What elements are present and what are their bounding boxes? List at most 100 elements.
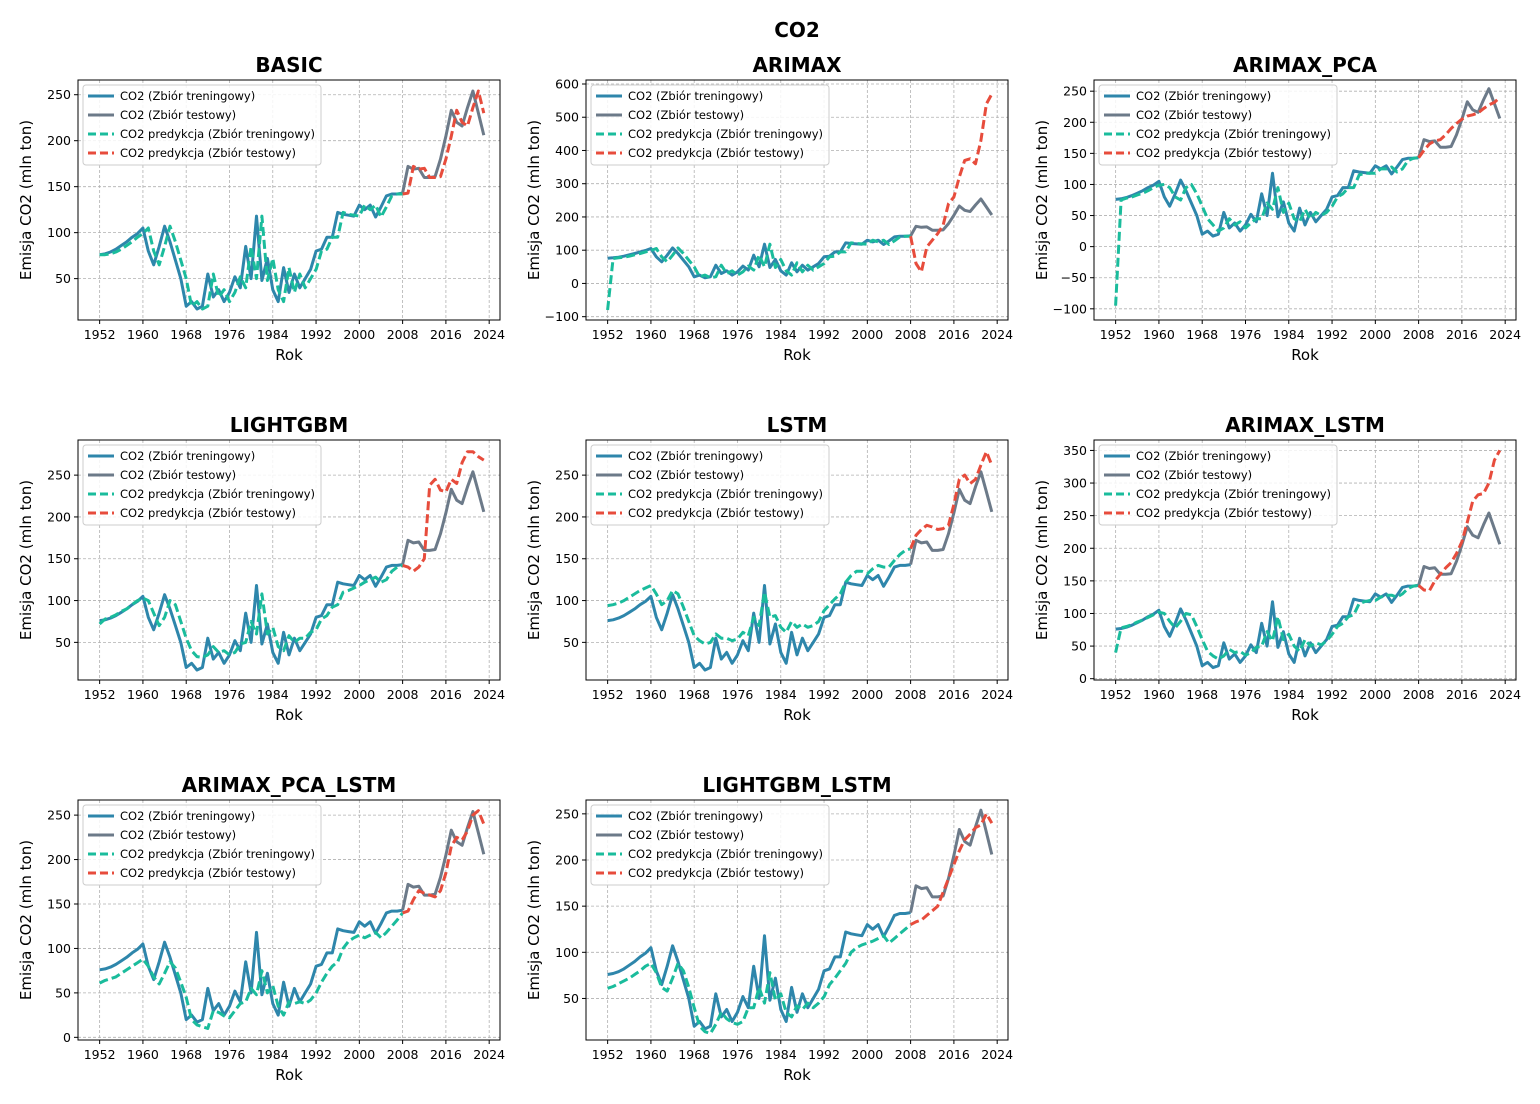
chart-panel-5: LSTM 1952 1960 1968 1976 1984 1992 2000 2008 2016… bbox=[525, 413, 1013, 724]
x-tick-label: 1952 bbox=[84, 327, 116, 342]
series-line-3 bbox=[607, 923, 912, 1035]
x-axis-label: Rok bbox=[783, 1066, 811, 1084]
legend-label: CO2 predykcja (Zbiór testowy) bbox=[628, 146, 804, 160]
x-tick-label: 1976 bbox=[722, 327, 754, 342]
series-line-4 bbox=[909, 450, 994, 550]
y-tick-label: 400 bbox=[555, 143, 579, 158]
x-tick-label: 1992 bbox=[1316, 687, 1348, 702]
legend: CO2 (Zbiór treningowy) CO2 (Zbiór testowy… bbox=[590, 804, 830, 886]
x-tick-label: 1960 bbox=[635, 1047, 667, 1062]
y-tick-label: 50 bbox=[55, 985, 71, 1000]
x-tick-label: 1984 bbox=[765, 327, 797, 342]
x-tick-label: 2008 bbox=[387, 1047, 419, 1062]
legend-label: CO2 (Zbiór testowy) bbox=[628, 828, 744, 842]
legend-box bbox=[82, 804, 322, 886]
x-tick-label: 1976 bbox=[214, 1047, 246, 1062]
x-tick-label: 2016 bbox=[430, 1047, 462, 1062]
x-tick-label: 1968 bbox=[678, 687, 710, 702]
plot-frame bbox=[585, 799, 1009, 1041]
x-tick-label: 1968 bbox=[1186, 687, 1218, 702]
x-tick-label: 2024 bbox=[1489, 687, 1521, 702]
chart-title: ARIMAX_LSTM bbox=[1225, 413, 1385, 437]
series-group bbox=[1114, 449, 1502, 670]
y-axis-label: Emisja CO2 (mln ton) bbox=[1033, 480, 1051, 640]
x-tick-label: 2008 bbox=[1403, 327, 1435, 342]
y-axis-label: Emisja CO2 (mln ton) bbox=[17, 840, 35, 1000]
x-tick-label: 1976 bbox=[722, 1047, 754, 1062]
legend: CO2 (Zbiór treningowy) CO2 (Zbiór testowy… bbox=[1098, 444, 1338, 526]
x-tick-label: 2016 bbox=[938, 687, 970, 702]
y-tick-label: 300 bbox=[1063, 476, 1087, 491]
series-group bbox=[98, 450, 486, 672]
chart-title: ARIMAX_PCA bbox=[1233, 53, 1377, 77]
series-line-2 bbox=[909, 470, 994, 565]
series-line-2 bbox=[909, 808, 994, 913]
legend: CO2 (Zbiór treningowy) CO2 (Zbiór testowy… bbox=[82, 84, 322, 166]
x-tick-label: 1952 bbox=[1100, 687, 1132, 702]
x-tick-label: 2000 bbox=[1359, 327, 1391, 342]
y-tick-label: 250 bbox=[47, 808, 71, 823]
x-tick-label: 2024 bbox=[981, 327, 1013, 342]
legend-box bbox=[1098, 444, 1338, 526]
y-tick-label: 150 bbox=[47, 897, 71, 912]
x-tick-label: 1984 bbox=[257, 687, 289, 702]
chart-title: ARIMAX bbox=[752, 53, 842, 77]
legend-label: CO2 (Zbiór treningowy) bbox=[628, 89, 763, 103]
series-group bbox=[98, 809, 486, 1030]
x-tick-label: 1968 bbox=[170, 1047, 202, 1062]
series-line-4 bbox=[402, 809, 486, 915]
legend-label: CO2 predykcja (Zbiór testowy) bbox=[628, 866, 804, 880]
legend: CO2 (Zbiór treningowy) CO2 (Zbiór testowy… bbox=[82, 444, 322, 526]
y-tick-label: 50 bbox=[563, 635, 579, 650]
x-tick-label: 2024 bbox=[473, 1047, 505, 1062]
legend-box bbox=[590, 444, 830, 526]
y-tick-label: 150 bbox=[47, 179, 71, 194]
series-group bbox=[1114, 87, 1502, 306]
y-tick-label: 300 bbox=[555, 176, 579, 191]
x-axis-label: Rok bbox=[783, 706, 811, 724]
x-tick-label: 1960 bbox=[127, 1047, 159, 1062]
legend-label: CO2 (Zbiór treningowy) bbox=[628, 809, 763, 823]
x-tick-label: 2000 bbox=[851, 327, 883, 342]
x-tick-label: 1960 bbox=[1143, 687, 1175, 702]
y-axis-label: Emisja CO2 (mln ton) bbox=[525, 480, 543, 640]
y-tick-label: 250 bbox=[555, 806, 579, 821]
legend-label: CO2 predykcja (Zbiór treningowy) bbox=[628, 127, 823, 141]
y-tick-label: 0 bbox=[571, 276, 579, 291]
legend-label: CO2 (Zbiór treningowy) bbox=[120, 89, 255, 103]
x-tick-label: 2000 bbox=[343, 687, 375, 702]
y-tick-label: 250 bbox=[47, 468, 71, 483]
x-tick-label: 1992 bbox=[300, 1047, 332, 1062]
y-tick-label: 100 bbox=[47, 225, 71, 240]
y-tick-label: 0 bbox=[63, 1030, 71, 1045]
x-tick-label: 2016 bbox=[1446, 327, 1478, 342]
series-line-4 bbox=[1417, 449, 1502, 593]
y-tick-label: 100 bbox=[47, 593, 71, 608]
x-tick-label: 1952 bbox=[84, 687, 116, 702]
x-tick-label: 2000 bbox=[1359, 687, 1391, 702]
y-tick-label: 200 bbox=[47, 133, 71, 148]
x-tick-label: 2024 bbox=[1489, 327, 1521, 342]
x-tick-label: 2024 bbox=[981, 1047, 1013, 1062]
legend-box bbox=[590, 84, 830, 166]
series-group bbox=[606, 93, 994, 311]
series-line-3 bbox=[1114, 156, 1419, 306]
x-tick-label: 1952 bbox=[1100, 327, 1132, 342]
series-line-4 bbox=[909, 812, 994, 926]
legend-label: CO2 (Zbiór testowy) bbox=[120, 828, 236, 842]
legend-label: CO2 (Zbiór treningowy) bbox=[120, 449, 255, 463]
x-tick-label: 2000 bbox=[343, 327, 375, 342]
x-tick-label: 1960 bbox=[1143, 327, 1175, 342]
series-group bbox=[99, 89, 486, 311]
x-tick-label: 2016 bbox=[430, 327, 462, 342]
plot-frame bbox=[1093, 439, 1517, 681]
x-tick-label: 1968 bbox=[678, 1047, 710, 1062]
series-line-3 bbox=[1114, 583, 1419, 661]
y-tick-label: 100 bbox=[1063, 177, 1087, 192]
legend-label: CO2 predykcja (Zbiór testowy) bbox=[120, 146, 296, 160]
y-tick-label: 100 bbox=[47, 941, 71, 956]
y-tick-label: 200 bbox=[555, 853, 579, 868]
legend-label: CO2 predykcja (Zbiór treningowy) bbox=[120, 847, 315, 861]
series-line-2 bbox=[401, 810, 486, 911]
